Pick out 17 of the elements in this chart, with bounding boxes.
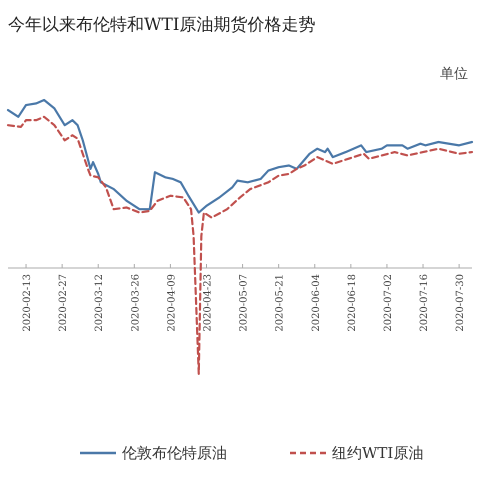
x-tick-label: 2020-07-30 [455,274,466,332]
x-tick-label: 2020-04-09 [166,274,178,332]
x-tick-label: 2020-02-27 [58,274,70,332]
x-tick-label: 2020-04-23 [202,274,214,332]
chart-title: 今年以来布伦特和WTI原油期货价格走势 [8,15,316,35]
legend-label: 纽约WTI原油 [332,444,424,462]
x-tick-label: 2020-07-16 [419,274,430,332]
x-tick-label: 2020-02-13 [22,274,34,332]
legend-label: 伦敦布伦特原油 [122,444,227,462]
x-tick-label: 2020-05-07 [238,274,250,332]
x-tick-label: 2020-05-21 [274,274,286,332]
x-tick-label: 2020-07-02 [382,274,394,332]
text: 单位 [440,66,468,82]
x-tick-label: 2020-03-26 [130,274,142,332]
x-tick-label: 2020-06-04 [310,274,322,332]
x-tick-label: 2020-06-18 [346,274,358,332]
x-tick-label: 2020-03-12 [94,274,106,332]
